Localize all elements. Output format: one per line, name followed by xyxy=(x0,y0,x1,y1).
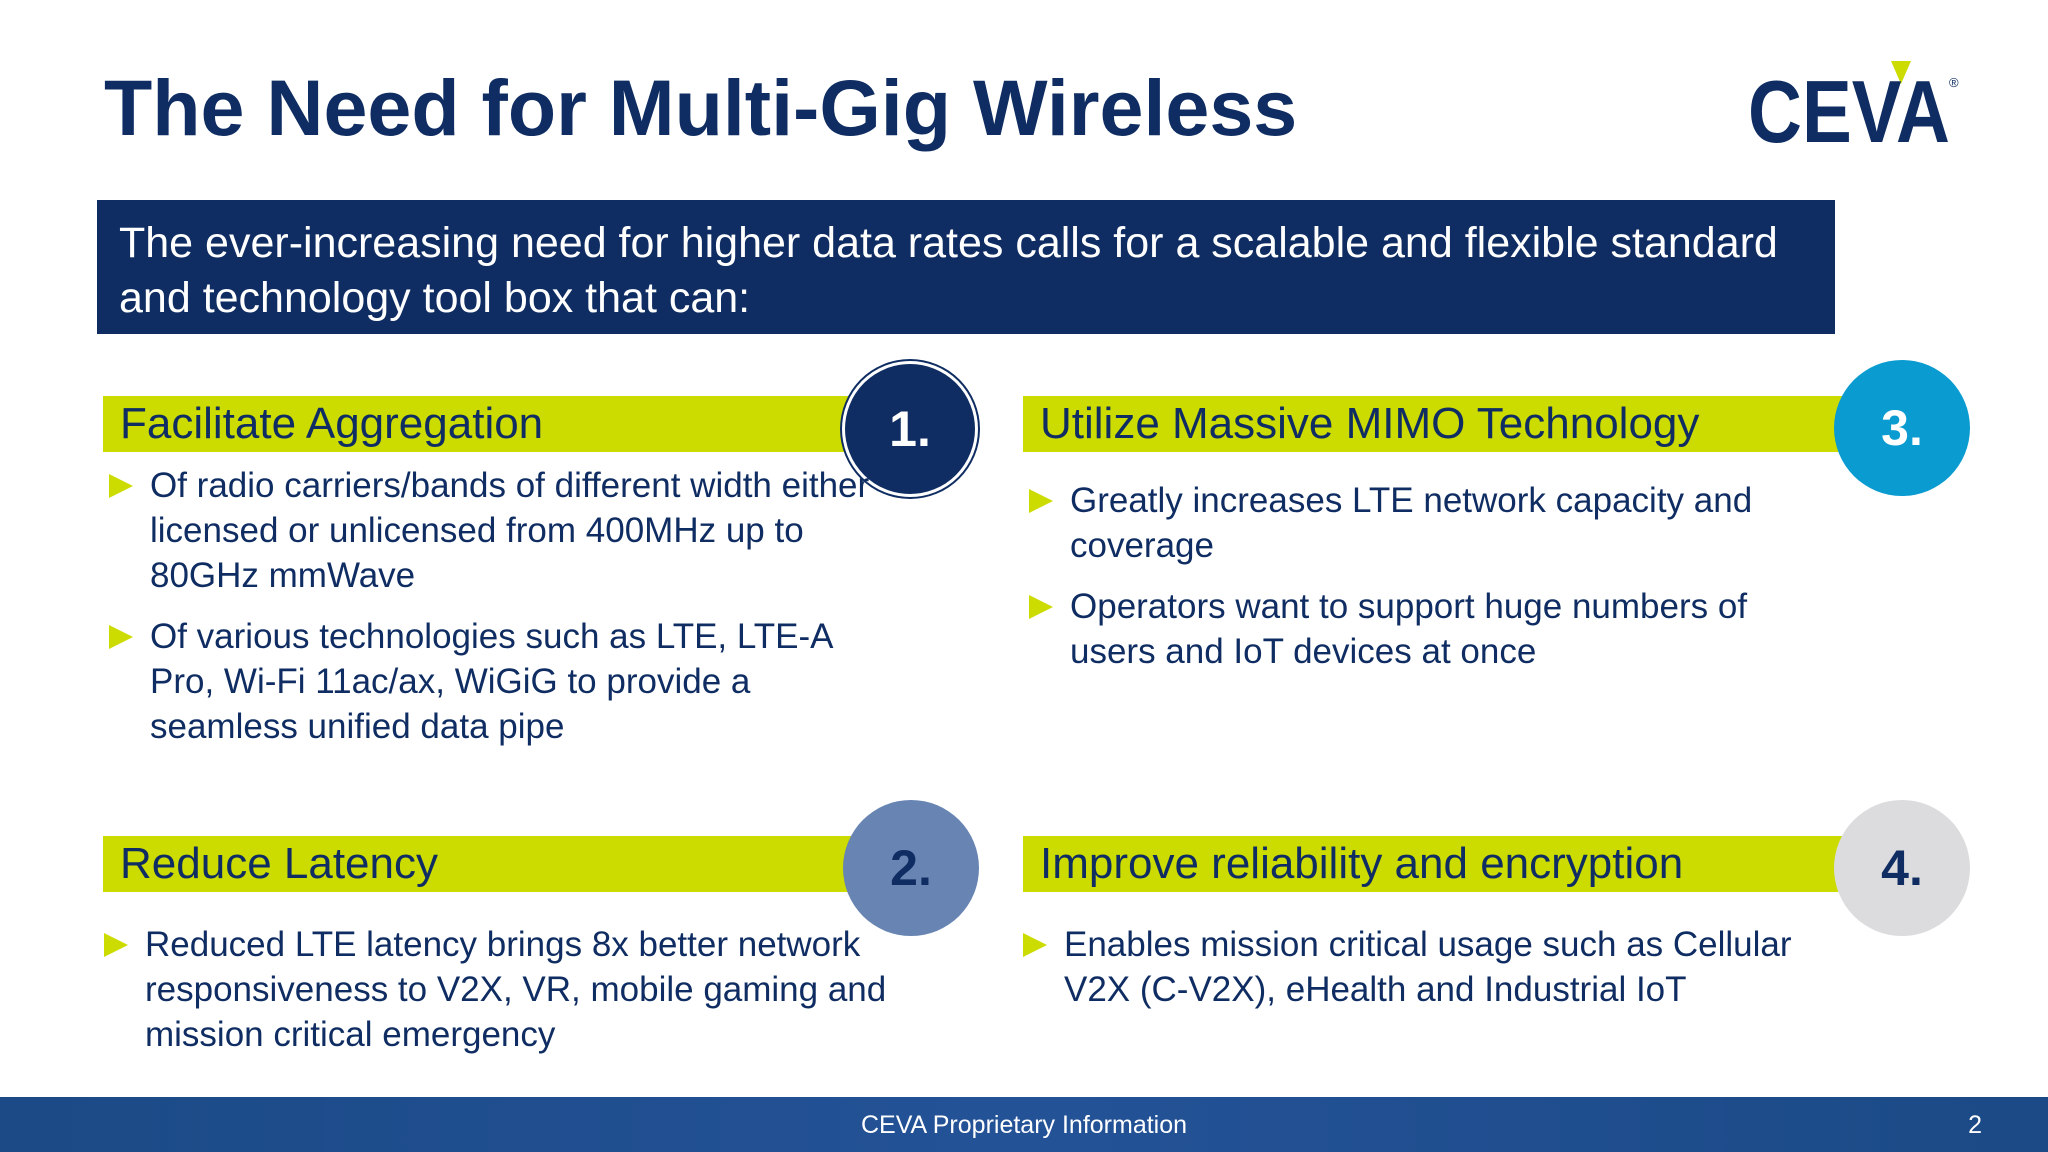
list-item: Of various technologies such as LTE, LTE… xyxy=(106,614,886,749)
bullet-arrow-icon xyxy=(109,474,133,498)
bullet-list: Of radio carriers/bands of different wid… xyxy=(106,463,886,765)
bullet-arrow-icon xyxy=(109,625,133,649)
bullet-arrow-icon xyxy=(1023,933,1047,957)
card-heading: Facilitate Aggregation xyxy=(103,396,905,452)
list-item: Enables mission critical usage such as C… xyxy=(1020,922,1820,1012)
number-badge: 2. xyxy=(843,800,979,936)
number-badge: 4. xyxy=(1834,800,1970,936)
card-heading: Reduce Latency xyxy=(103,836,905,892)
footer-text: CEVA Proprietary Information xyxy=(860,1111,1188,1139)
list-item: Reduced LTE latency brings 8x better net… xyxy=(101,922,891,1057)
list-item: Operators want to support huge numbers o… xyxy=(1026,584,1826,674)
bullet-arrow-icon xyxy=(1029,595,1053,619)
card-heading: Improve reliability and encryption xyxy=(1023,836,1903,892)
slide-title: The Need for Multi-Gig Wireless xyxy=(104,63,1298,152)
registered-mark: ® xyxy=(1949,75,1959,90)
footer-bar: CEVA Proprietary Information 2 xyxy=(0,1097,2048,1152)
logo-wordmark: CEVA xyxy=(1748,62,1950,146)
bullet-list: Reduced LTE latency brings 8x better net… xyxy=(101,922,891,1073)
bullet-arrow-icon xyxy=(104,933,128,957)
page-number: 2 xyxy=(1968,1111,1982,1139)
number-badge: 1. xyxy=(842,361,978,497)
intro-banner: The ever-increasing need for higher data… xyxy=(97,200,1835,334)
number-badge: 3. xyxy=(1834,360,1970,496)
ceva-logo: CEVA ® xyxy=(1748,61,1959,146)
bullet-list: Greatly increases LTE network capacity a… xyxy=(1026,478,1826,690)
list-item: Of radio carriers/bands of different wid… xyxy=(106,463,886,598)
card-heading: Utilize Massive MIMO Technology xyxy=(1023,396,1903,452)
intro-text: The ever-increasing need for higher data… xyxy=(119,219,1778,322)
bullet-arrow-icon xyxy=(1029,489,1053,513)
list-item: Greatly increases LTE network capacity a… xyxy=(1026,478,1826,568)
bullet-list: Enables mission critical usage such as C… xyxy=(1020,922,1820,1028)
